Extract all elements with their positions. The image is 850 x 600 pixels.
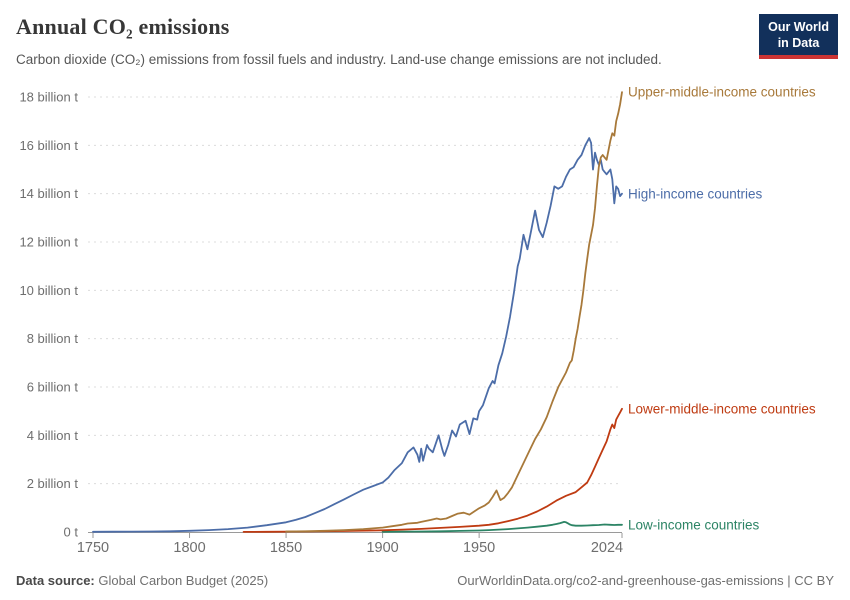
y-axis-tick-label: 14 billion t	[19, 186, 78, 201]
data-source-label: Data source:	[16, 573, 95, 588]
y-axis-tick-label: 0 t	[64, 525, 79, 540]
chart-title: Annual CO₂ emissions	[16, 14, 230, 39]
series-label-low-income-countries[interactable]: Low-income countries	[628, 517, 760, 533]
data-source-note: Data source: Global Carbon Budget (2025)	[16, 573, 268, 588]
series-line-high-income-countries[interactable]	[92, 137, 623, 533]
y-axis-tick-label: 6 billion t	[27, 380, 79, 395]
credit-link[interactable]: OurWorldinData.org/co2-and-greenhouse-ga…	[457, 573, 834, 588]
data-source-value: Global Carbon Budget (2025)	[94, 573, 269, 588]
series-label-upper-middle-income-countries[interactable]: Upper-middle-income countries	[628, 84, 816, 100]
owid-logo-line2: in Data	[777, 35, 820, 50]
y-axis-tick-label: 16 billion t	[19, 138, 78, 153]
chart-subtitle: Carbon dioxide (CO₂) emissions from foss…	[16, 52, 662, 67]
x-axis-tick-label: 1800	[173, 540, 205, 556]
chart-footer: Data source: Global Carbon Budget (2025)…	[16, 573, 834, 588]
x-axis-tick-label: 1750	[77, 540, 109, 556]
y-axis-tick-label: 8 billion t	[27, 331, 79, 346]
x-axis-tick-label: 2024	[591, 540, 623, 556]
owid-logo-line1: Our World	[768, 20, 829, 34]
series-line-upper-middle-income-countries[interactable]	[285, 91, 623, 533]
y-axis-tick-label: 12 billion t	[19, 235, 78, 250]
series-line-lower-middle-income-countries[interactable]	[242, 407, 623, 533]
y-axis-tick-label: 2 billion t	[27, 476, 79, 491]
owid-logo[interactable]: Our World in Data	[759, 14, 838, 60]
y-axis-tick-label: 10 billion t	[19, 283, 78, 298]
y-axis-tick-label: 18 billion t	[19, 90, 78, 105]
series-label-high-income-countries[interactable]: High-income countries	[628, 186, 763, 202]
x-axis-tick-label: 1900	[366, 540, 398, 556]
series-label-lower-middle-income-countries[interactable]: Lower-middle-income countries	[628, 401, 816, 417]
x-axis-tick-label: 1950	[463, 540, 495, 556]
x-axis-tick-label: 1850	[270, 540, 302, 556]
series-line-low-income-countries[interactable]	[381, 521, 623, 533]
y-axis-tick-label: 4 billion t	[27, 428, 79, 443]
